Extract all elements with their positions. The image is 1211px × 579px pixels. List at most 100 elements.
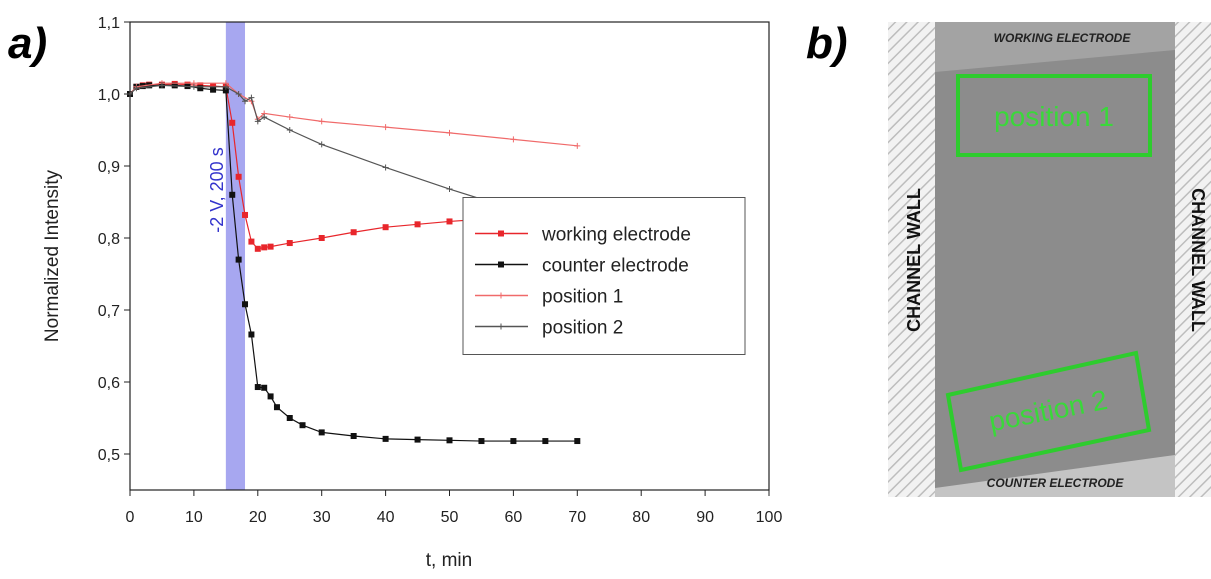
data-point: [382, 224, 389, 231]
y-tick-label: 0,6: [98, 375, 120, 392]
data-point: [242, 211, 249, 218]
legend-label: position 2: [542, 318, 623, 339]
data-point: [350, 229, 357, 236]
data-point: [222, 83, 229, 90]
y-tick-label: 0,5: [98, 447, 120, 464]
y-tick-label: 0,8: [98, 231, 120, 248]
data-point: [229, 191, 236, 198]
region-label: position 1: [994, 101, 1114, 132]
data-point: [446, 129, 453, 136]
data-point: [382, 435, 389, 442]
legend-label: working electrode: [541, 225, 691, 246]
data-point: [574, 142, 581, 149]
data-point: [197, 85, 204, 92]
panel-label: b): [806, 19, 848, 68]
data-point: [318, 118, 325, 125]
annotation-label: -2 V, 200 s: [207, 147, 227, 232]
data-point: [446, 437, 453, 444]
panel-label: a): [8, 19, 47, 68]
data-point: [254, 245, 261, 252]
y-tick-label: 0,9: [98, 159, 120, 176]
legend-marker: [498, 292, 504, 299]
x-tick-label: 50: [441, 509, 459, 526]
data-point: [190, 83, 197, 90]
x-axis-title: t, min: [426, 550, 472, 571]
data-point: [350, 433, 357, 439]
region-box: [956, 74, 1152, 157]
x-tick-label: 30: [313, 509, 331, 526]
top-label: WORKING ELECTRODE: [994, 31, 1132, 45]
data-point: [286, 127, 293, 133]
legend-marker: [498, 323, 504, 330]
data-point: [248, 238, 255, 245]
data-point: [414, 221, 421, 228]
data-point: [446, 218, 453, 225]
data-point: [261, 114, 268, 121]
data-point: [235, 256, 242, 263]
x-tick-label: 100: [756, 509, 783, 526]
data-point: [446, 186, 453, 193]
x-tick-label: 20: [249, 509, 267, 526]
y-axis-title: Normalized Intensity: [42, 169, 63, 342]
data-point: [248, 94, 255, 101]
x-tick-label: 0: [126, 509, 135, 526]
data-point: [510, 136, 517, 143]
data-point: [254, 118, 261, 125]
legend-label: position 1: [542, 287, 623, 308]
data-point: [235, 91, 242, 97]
data-point: [574, 438, 581, 445]
series-line: [129, 82, 578, 147]
data-point: [299, 422, 306, 429]
region-box: [945, 350, 1152, 473]
y-tick-label: 1,1: [98, 15, 120, 32]
x-tick-label: 80: [632, 509, 650, 526]
data-point: [127, 91, 133, 97]
y-tick-label: 1,0: [98, 87, 120, 104]
data-point: [318, 235, 325, 241]
data-point: [210, 86, 217, 93]
data-point: [242, 301, 249, 308]
data-point: [254, 384, 261, 391]
x-tick-label: 10: [185, 509, 203, 526]
x-tick-label: 40: [377, 509, 395, 526]
data-point: [382, 164, 389, 171]
data-point: [242, 98, 249, 105]
channel: [935, 22, 1175, 497]
data-point: [229, 119, 236, 126]
data-point: [210, 83, 217, 90]
data-point: [414, 436, 421, 443]
data-point: [286, 415, 293, 421]
x-tick-label: 60: [505, 509, 523, 526]
data-point: [542, 438, 549, 445]
x-tick-label: 70: [568, 509, 586, 526]
data-point: [248, 331, 255, 338]
data-point: [235, 173, 242, 180]
data-point: [318, 429, 325, 436]
data-point: [267, 393, 274, 400]
data-point: [318, 141, 325, 148]
photo: WORKING ELECTRODE COUNTER ELECTRODE CHAN…: [888, 22, 1211, 497]
data-point: [382, 124, 389, 131]
wall-label: CHANNEL WALL: [904, 188, 924, 332]
legend-box: [462, 197, 746, 355]
data-point: [510, 438, 517, 445]
data-point: [267, 243, 274, 250]
legend-marker: [498, 261, 504, 268]
counter-electrode-area: [935, 455, 1175, 497]
bottom-label: COUNTER ELECTRODE: [987, 476, 1125, 490]
legend-marker: [498, 230, 504, 237]
data-point: [478, 438, 485, 445]
x-tick-label: 90: [696, 509, 714, 526]
y-tick-label: 0,7: [98, 303, 120, 320]
data-point: [133, 85, 140, 92]
data-point: [286, 240, 293, 247]
working-electrode-area: [935, 22, 1175, 72]
legend-label: counter electrode: [542, 256, 689, 277]
plot-area: -2 V, 200 s 0 10 20 30 40 50 60 70 80 90 100 0,5 0,6 0…: [42, 15, 782, 571]
data-point: [286, 114, 293, 121]
data-point: [273, 404, 280, 411]
data-point: [261, 384, 268, 391]
data-point: [158, 82, 165, 89]
